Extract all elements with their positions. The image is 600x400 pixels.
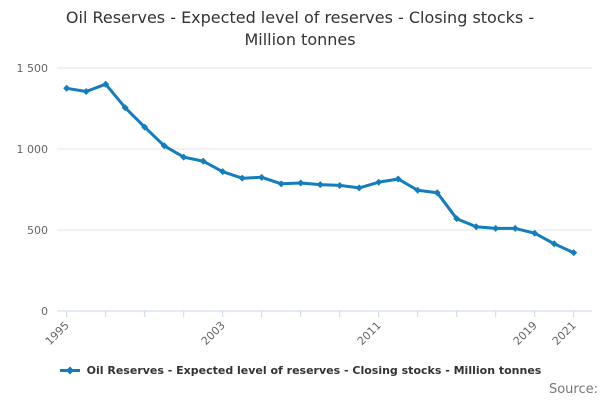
- data-point-marker[interactable]: [180, 153, 188, 161]
- data-point-marker[interactable]: [472, 223, 480, 231]
- data-point-marker[interactable]: [219, 168, 227, 176]
- legend-label: Oil Reserves - Expected level of reserve…: [86, 363, 542, 377]
- chart-title-line2: Million tonnes: [244, 30, 356, 49]
- y-axis-label: 1 000: [17, 143, 49, 156]
- chart-title: Oil Reserves - Expected level of reserve…: [0, 7, 600, 51]
- data-point-marker[interactable]: [336, 181, 344, 189]
- data-point-marker[interactable]: [82, 87, 90, 95]
- data-point-marker[interactable]: [316, 181, 324, 189]
- data-point-marker[interactable]: [394, 175, 402, 183]
- data-point-marker[interactable]: [297, 179, 305, 187]
- data-point-marker[interactable]: [375, 178, 383, 186]
- data-point-marker[interactable]: [414, 186, 422, 194]
- data-point-marker[interactable]: [492, 224, 500, 232]
- data-point-marker[interactable]: [160, 142, 168, 150]
- data-point-marker[interactable]: [531, 229, 539, 237]
- x-axis-label: 2021: [550, 319, 579, 348]
- data-point-marker[interactable]: [433, 189, 441, 197]
- data-point-marker[interactable]: [550, 240, 558, 248]
- data-point-marker[interactable]: [121, 104, 129, 112]
- data-point-marker[interactable]: [570, 249, 578, 257]
- data-point-marker[interactable]: [355, 184, 363, 192]
- data-point-marker[interactable]: [511, 224, 519, 232]
- legend-item[interactable]: Oil Reserves - Expected level of reserve…: [0, 361, 600, 379]
- data-point-marker[interactable]: [238, 174, 246, 182]
- data-point-marker[interactable]: [141, 123, 149, 131]
- y-axis-label: 1 500: [17, 62, 49, 75]
- data-point-marker[interactable]: [199, 157, 207, 165]
- x-axis-label: 2003: [199, 319, 228, 348]
- y-axis-label: 500: [27, 224, 48, 237]
- source-label: Source:: [548, 382, 598, 397]
- data-point-marker[interactable]: [453, 215, 461, 223]
- chart-title-line1: Oil Reserves - Expected level of reserve…: [65, 8, 535, 27]
- data-point-marker[interactable]: [277, 180, 285, 188]
- data-point-marker[interactable]: [102, 80, 110, 88]
- x-axis-label: 2011: [355, 319, 384, 348]
- data-point-marker[interactable]: [258, 173, 266, 181]
- legend-line-marker-icon: [59, 366, 80, 374]
- y-axis-label: 0: [41, 305, 48, 318]
- data-point-marker[interactable]: [63, 84, 71, 92]
- x-axis-label: 2019: [511, 319, 540, 348]
- x-axis-label: 1995: [43, 319, 72, 348]
